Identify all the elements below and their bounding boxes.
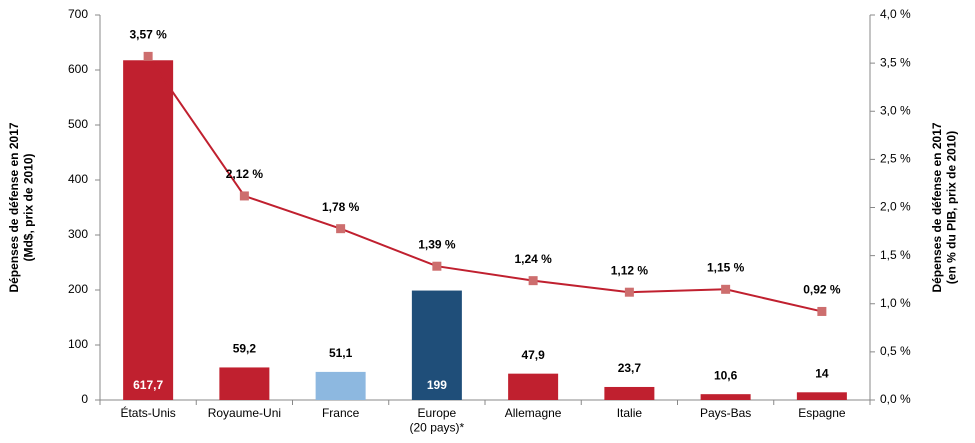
y2-axis-label: Dépenses de défense en 2017(en % du PIB,… (930, 122, 958, 292)
y2-tick-label: 3,5 % (880, 55, 911, 69)
y2-tick-label: 3,0 % (880, 103, 911, 117)
bar-value-label: 14 (815, 366, 829, 380)
bar (219, 367, 270, 400)
line-value-label: 1,24 % (514, 252, 552, 266)
line-marker (432, 261, 442, 271)
bar-value-label: 47,9 (521, 348, 545, 362)
line-value-label: 1,78 % (322, 200, 360, 214)
y-tick-label: 500 (68, 117, 88, 131)
y-tick-label: 200 (68, 282, 88, 296)
bar-value-label: 199 (427, 378, 447, 392)
y2-tick-label: 4,0 % (880, 7, 911, 21)
bar (508, 373, 559, 400)
y-tick-label: 300 (68, 227, 88, 241)
bar-value-label: 617,7 (133, 378, 163, 392)
line-value-label: 1,12 % (611, 263, 649, 277)
line-marker (817, 306, 827, 316)
bar (796, 392, 847, 400)
y-tick-label: 100 (68, 337, 88, 351)
line-value-label: 1,15 % (707, 260, 745, 274)
line-marker (528, 276, 538, 286)
bar (315, 371, 366, 400)
y2-tick-label: 0,0 % (880, 392, 911, 406)
x-tick-label: Espagne (798, 406, 846, 420)
y2-tick-label: 1,0 % (880, 296, 911, 310)
x-tick-label: Europe (20 pays)* (410, 406, 465, 434)
y-tick-label: 400 (68, 172, 88, 186)
y-tick-label: 700 (68, 7, 88, 21)
y-axis-label: Dépenses de défense en 2017(Md$, prix de… (7, 122, 35, 292)
line-marker (624, 287, 634, 297)
line (147, 55, 823, 313)
bar (411, 290, 462, 400)
bar (700, 394, 751, 400)
y2-tick-label: 1,5 % (880, 248, 911, 262)
line-marker (143, 51, 153, 61)
bar-value-label: 10,6 (714, 368, 738, 382)
line-value-label: 0,92 % (803, 283, 841, 297)
x-tick-label: France (322, 406, 360, 420)
bar-value-label: 51,1 (329, 346, 353, 360)
line-marker (239, 191, 249, 201)
line-marker (721, 284, 731, 294)
y2-tick-label: 2,0 % (880, 200, 911, 214)
y-tick-label: 0 (81, 392, 88, 406)
y-tick-label: 600 (68, 62, 88, 76)
y2-tick-label: 2,5 % (880, 152, 911, 166)
bar-value-label: 23,7 (618, 361, 642, 375)
x-tick-label: États-Unis (120, 405, 175, 420)
line-value-label: 3,57 % (129, 28, 167, 42)
line-value-label: 2,12 % (226, 167, 264, 181)
line-marker (336, 224, 346, 234)
y2-tick-label: 0,5 % (880, 344, 911, 358)
x-tick-label: Pays-Bas (700, 406, 751, 420)
bar (123, 60, 174, 400)
bar (604, 386, 655, 400)
bar-value-label: 59,2 (233, 342, 257, 356)
line-value-label: 1,39 % (418, 237, 456, 251)
x-tick-label: Royaume-Uni (208, 406, 281, 420)
x-tick-label: Italie (617, 406, 643, 420)
x-tick-label: Allemagne (505, 406, 562, 420)
